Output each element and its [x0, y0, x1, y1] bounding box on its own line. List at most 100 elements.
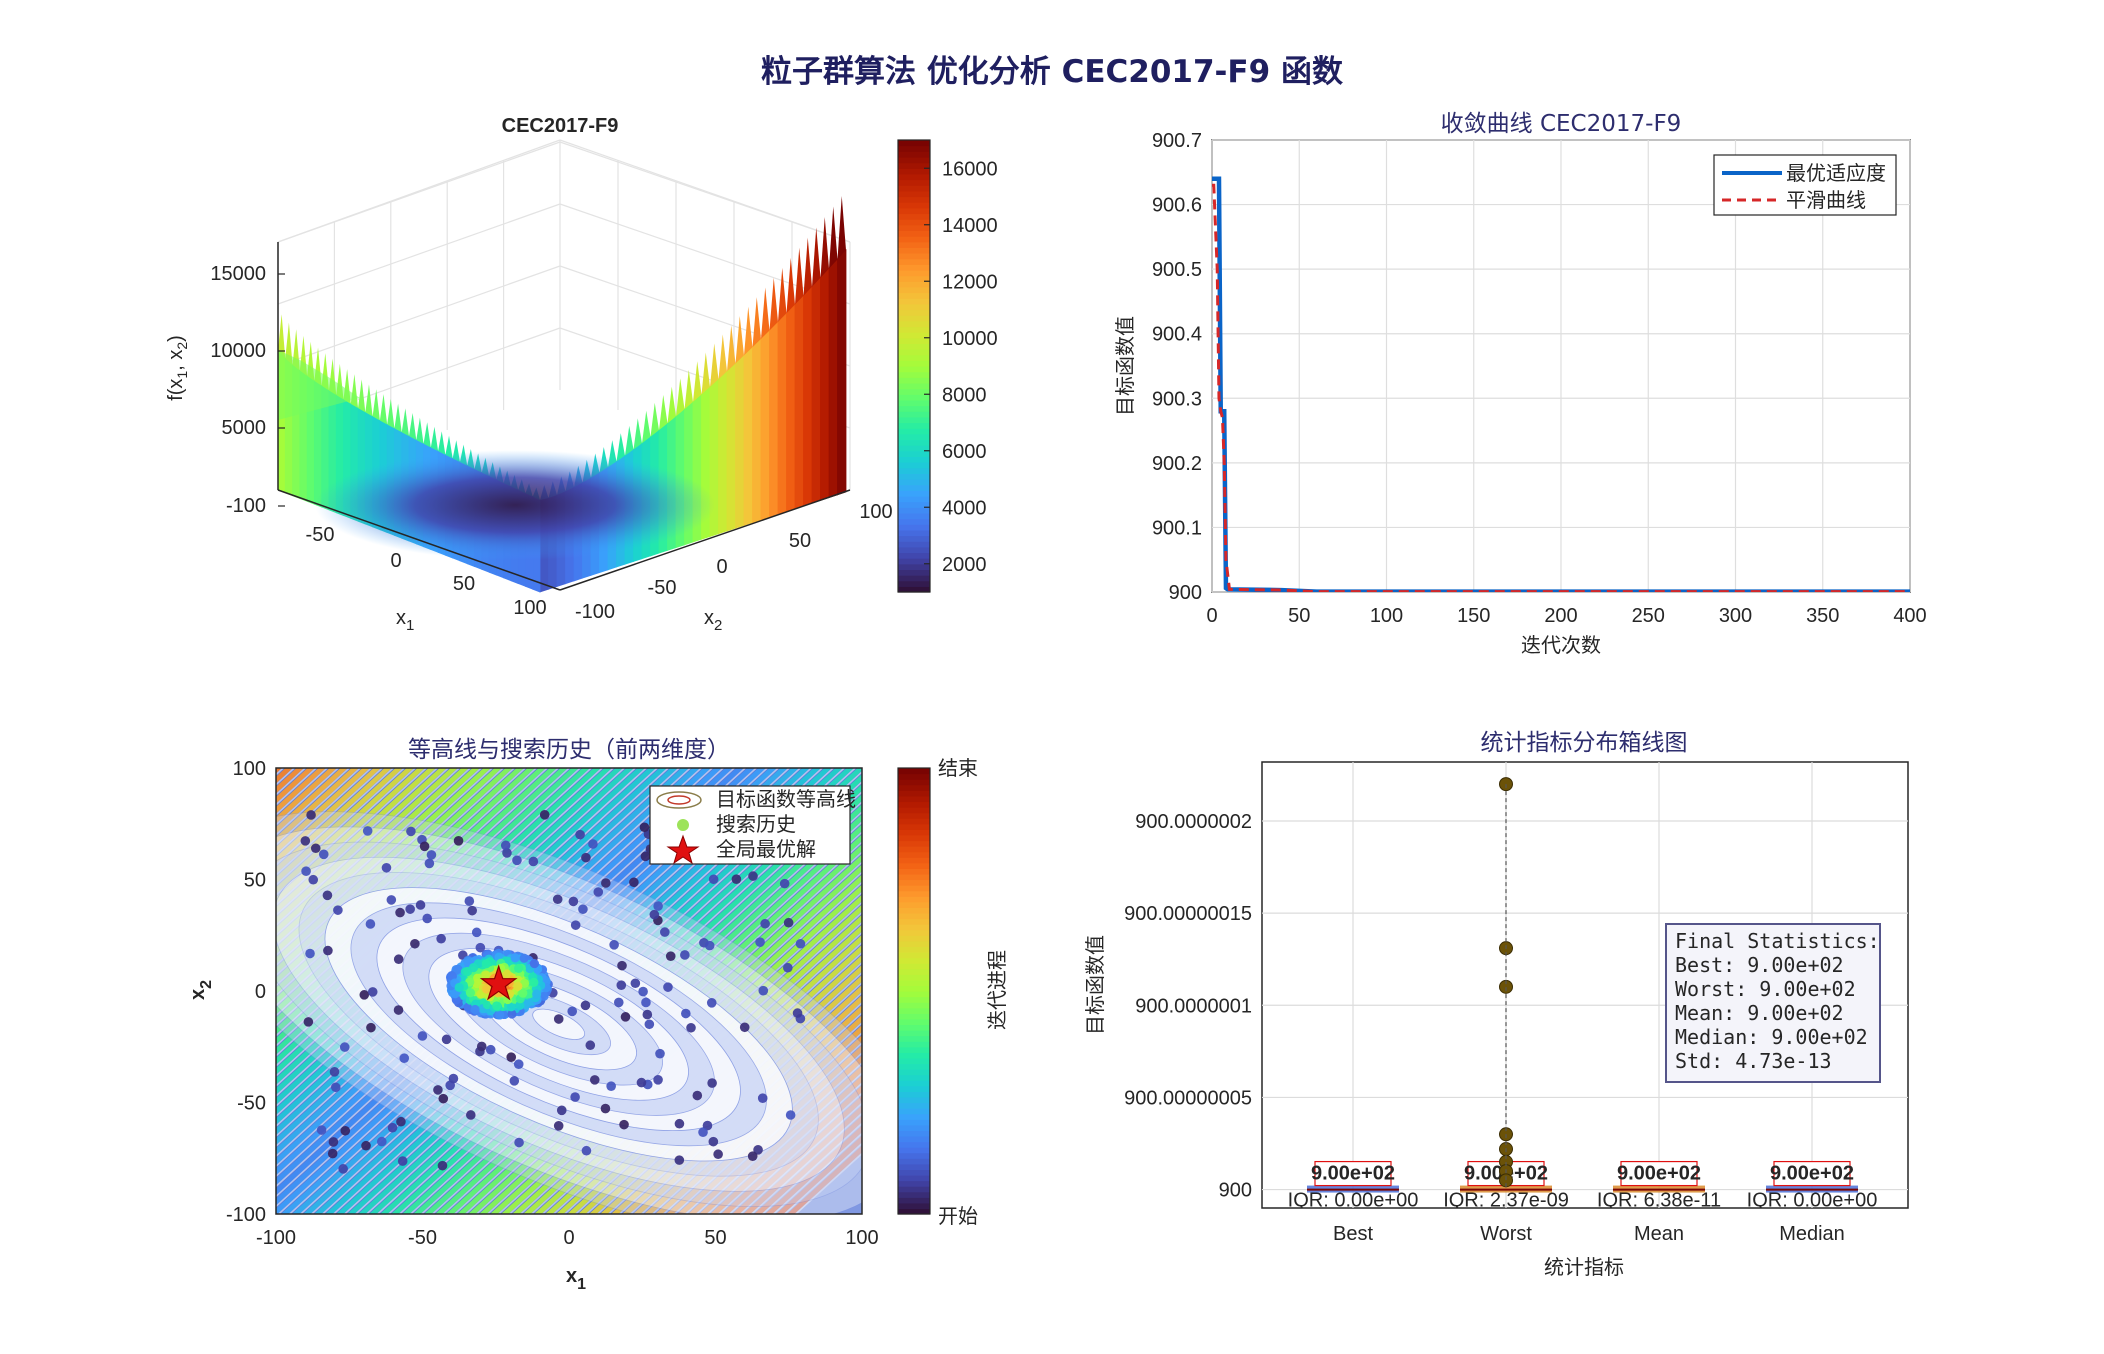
history-point [387, 1122, 398, 1133]
box-y-tick: 900.0000001 [1135, 995, 1252, 1017]
contour-x-tick: -100 [256, 1227, 296, 1249]
history-point [310, 843, 321, 854]
conv-x-tick: 100 [1370, 605, 1403, 627]
history-point [318, 849, 329, 860]
iqr-label-worst: IQR: 2.37e-09 [1443, 1190, 1569, 1212]
history-point [515, 1000, 525, 1010]
history-point [306, 810, 316, 820]
box-y-tick: 900.0000002 [1135, 811, 1252, 833]
history-point [410, 938, 420, 949]
history-point [433, 1085, 443, 1095]
contour-colorbar-frame [897, 767, 931, 1215]
history-point [512, 855, 522, 866]
history-point [472, 978, 482, 989]
history-point [660, 927, 670, 937]
stats-line-mean: Mean: 9.00e+02 [1675, 1001, 1844, 1025]
history-point [448, 1073, 459, 1084]
surface-axes [277, 242, 851, 591]
boxplot-ylabel: 目标函数值 [1083, 935, 1107, 1035]
conv-x-tick: 250 [1632, 605, 1665, 627]
history-point [529, 958, 540, 969]
history-point [502, 969, 512, 979]
figure-title: 粒子群算法 优化分析 CEC2017-F9 函数 [761, 54, 1343, 90]
y-tick-label: 0 [716, 556, 727, 578]
history-point [653, 901, 663, 911]
history-point [338, 1164, 348, 1174]
surface-body [277, 195, 847, 593]
history-point [485, 1044, 496, 1055]
median-label-best: 9.00e+02 [1311, 1163, 1395, 1185]
history-point [333, 905, 343, 915]
history-point [529, 977, 539, 987]
history-point [437, 1160, 448, 1171]
history-point [426, 850, 437, 860]
history-point [708, 1136, 719, 1147]
median-label-mean: 9.00e+02 [1617, 1163, 1701, 1185]
history-point [506, 1052, 517, 1063]
history-point [593, 887, 604, 897]
history-point [528, 856, 539, 867]
history-point [748, 871, 758, 881]
history-point [706, 997, 717, 1008]
history-point [639, 822, 650, 833]
z-tick-label: 15000 [210, 263, 266, 285]
iqr-label-median: IQR: 0.00e+00 [1747, 1190, 1878, 1212]
history-point [424, 858, 435, 869]
box-x-tick: Worst [1480, 1223, 1532, 1245]
history-point [567, 1006, 578, 1017]
conv-x-tick: 300 [1719, 605, 1752, 627]
history-point [581, 1145, 592, 1156]
boxplot-marks: 9.00e+02 IQR: 0.00e+00 9.00e+02 IQR: 2.37e-… [1288, 777, 1878, 1212]
history-point [303, 1017, 314, 1027]
convergence-lines [1212, 176, 1910, 592]
box-x-tick: Mean [1634, 1223, 1684, 1245]
history-point [464, 896, 475, 906]
history-point [467, 905, 477, 916]
history-point [620, 1012, 631, 1022]
history-point [613, 997, 624, 1008]
conv-x-tick: 350 [1806, 605, 1839, 627]
history-point [644, 1019, 655, 1030]
surface-colorbar-tick: 4000 [942, 497, 987, 519]
history-point [783, 917, 794, 928]
series-line-1 [1212, 183, 1910, 592]
history-point [617, 960, 627, 971]
history-point [600, 1103, 611, 1114]
history-point [316, 1125, 327, 1135]
history-point [674, 1118, 685, 1129]
history-point [471, 927, 482, 938]
history-point [606, 1081, 616, 1091]
history-point [785, 1110, 796, 1120]
surface-xlabel: x1 [396, 607, 414, 634]
history-point [468, 962, 479, 973]
contour-plot-area [275, 767, 863, 1215]
history-point [495, 1010, 505, 1020]
history-point [708, 874, 719, 885]
history-point [513, 1059, 524, 1069]
history-point [422, 913, 433, 924]
surface-colorbar-tick: 14000 [942, 215, 998, 237]
stats-title: Final Statistics: [1675, 929, 1880, 953]
history-point [509, 1076, 520, 1086]
history-point [361, 1140, 371, 1151]
history-point [492, 1001, 502, 1011]
history-point [340, 1125, 351, 1136]
history-point [552, 894, 563, 905]
history-point [568, 896, 579, 907]
surface-colorbar-tick: 16000 [942, 158, 998, 180]
history-point [619, 1119, 629, 1130]
history-point [585, 1040, 596, 1051]
surface-colorbar-tick: 10000 [942, 328, 998, 350]
history-point [665, 951, 676, 961]
history-point [305, 948, 315, 959]
history-point [589, 1075, 600, 1085]
history-point [438, 1093, 449, 1104]
history-point [481, 984, 492, 994]
history-point [419, 841, 430, 852]
convergence-title: 收敛曲线 CEC2017-F9 [1441, 111, 1682, 137]
history-point [655, 1048, 665, 1059]
history-point [396, 1116, 406, 1127]
y-tick-label: 50 [789, 530, 811, 552]
contour-colorbar-label: 迭代进程 [985, 950, 1009, 1030]
